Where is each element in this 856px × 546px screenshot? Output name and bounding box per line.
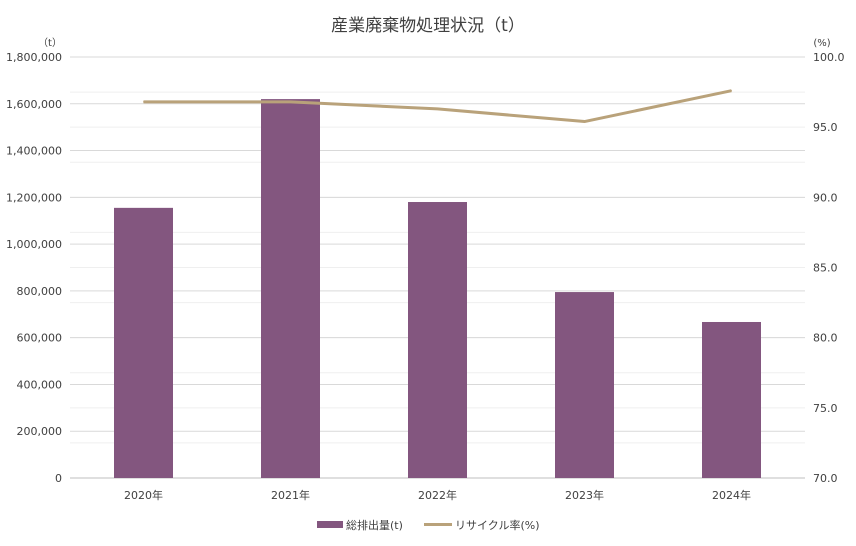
bar — [114, 207, 173, 478]
recycle-rate-point — [731, 90, 732, 92]
left-tick-label: 1,200,000 — [6, 191, 62, 204]
x-tick-label: 2021年 — [271, 488, 310, 502]
right-tick-label: 80.0 — [813, 332, 838, 345]
recycle-rate-point — [290, 101, 291, 103]
left-tick-label: 1,600,000 — [6, 98, 62, 111]
left-tick-label: 1,800,000 — [6, 51, 62, 64]
left-tick-label: 0 — [55, 472, 62, 485]
legend: 総排出量(t) リサイクル率(%) — [317, 518, 540, 532]
right-tick-label: 100.0 — [813, 51, 845, 64]
right-tick-label: 75.0 — [813, 402, 838, 415]
x-tick-label: 2022年 — [418, 488, 457, 502]
legend-label-bar: 総排出量(t) — [346, 518, 403, 532]
right-axis-unit: (%) — [813, 38, 830, 49]
right-tick-label: 70.0 — [813, 472, 838, 485]
left-tick-label: 200,000 — [17, 425, 63, 438]
right-tick-label: 90.0 — [813, 191, 838, 204]
bar — [555, 292, 614, 478]
x-tick-label: 2020年 — [124, 488, 163, 502]
recycle-rate-line — [143, 89, 732, 124]
left-axis-unit: （t） — [38, 37, 62, 49]
right-tick-label: 95.0 — [813, 121, 838, 134]
left-tick-label: 600,000 — [17, 332, 63, 345]
legend-label-line: リサイクル率(%) — [455, 518, 540, 532]
recycle-rate-point — [437, 108, 438, 110]
x-tick-label: 2024年 — [712, 488, 751, 502]
x-tick-label: 2023年 — [565, 488, 604, 502]
left-tick-label: 800,000 — [17, 285, 63, 298]
bar — [702, 321, 761, 478]
bar — [408, 202, 467, 478]
left-tick-label: 400,000 — [17, 378, 63, 391]
left-tick-label: 1,000,000 — [6, 238, 62, 251]
right-tick-label: 85.0 — [813, 262, 838, 275]
legend-swatch-bar — [317, 521, 343, 528]
recycle-rate-point — [143, 101, 144, 103]
bar — [261, 99, 320, 478]
chart-title: 産業廃棄物処理状況（t） — [331, 16, 525, 36]
recycle-rate-point — [584, 121, 585, 123]
left-tick-label: 1,400,000 — [6, 145, 62, 158]
